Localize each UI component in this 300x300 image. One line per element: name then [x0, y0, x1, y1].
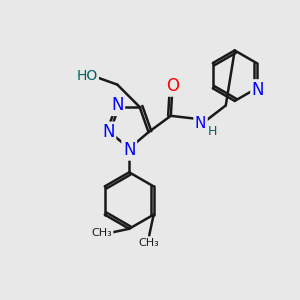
Text: N: N: [252, 81, 264, 99]
Text: N: N: [111, 96, 124, 114]
Text: CH₃: CH₃: [92, 228, 112, 238]
Text: CH₃: CH₃: [139, 238, 160, 248]
Text: N: N: [123, 141, 135, 159]
Text: O: O: [166, 77, 179, 95]
Text: N: N: [102, 123, 115, 141]
Text: N: N: [195, 116, 206, 131]
Text: H: H: [208, 125, 217, 138]
Text: HO: HO: [76, 69, 98, 83]
